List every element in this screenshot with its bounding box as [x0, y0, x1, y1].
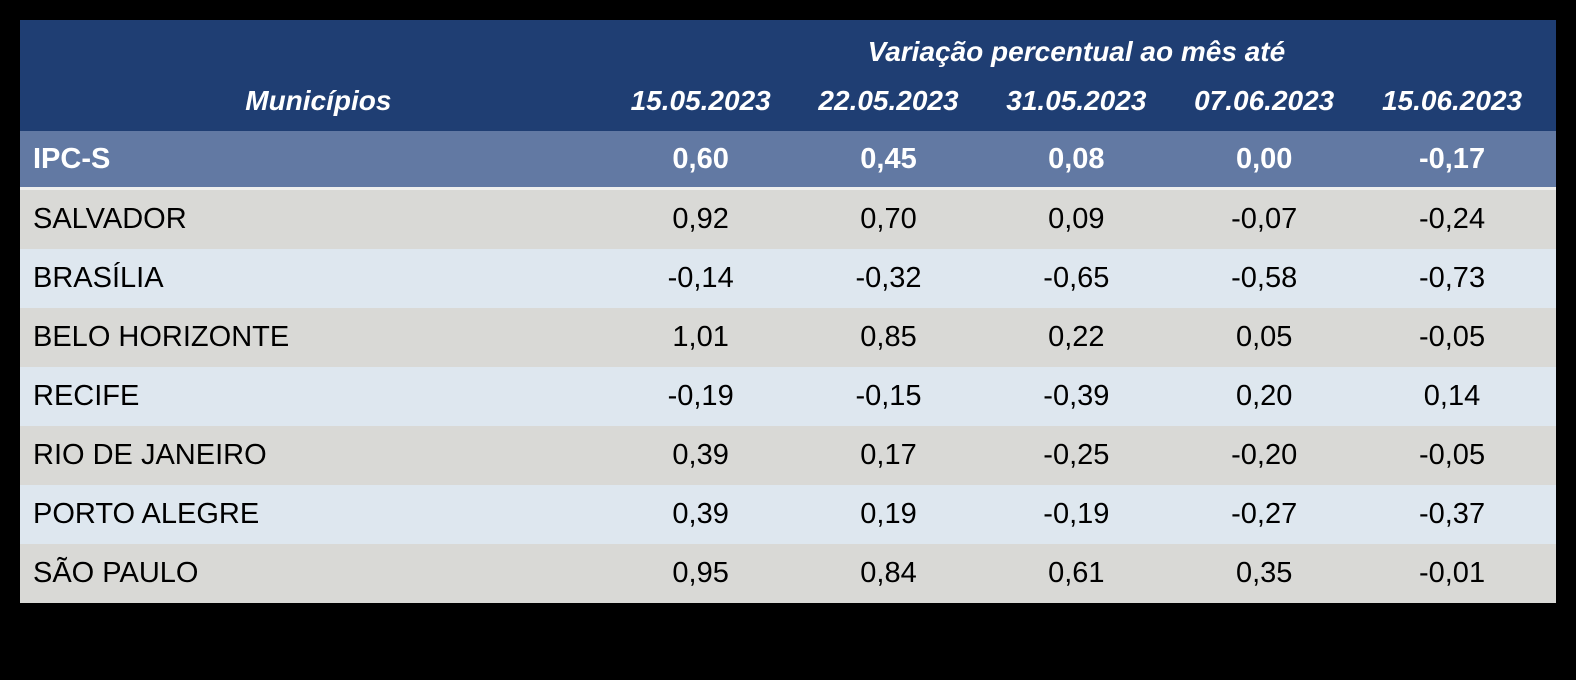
- table-body: SALVADOR 0,92 0,70 0,09 -0,07 -0,24 BRAS…: [20, 190, 1556, 603]
- row-cell: 0,19: [860, 498, 917, 530]
- table-header: Variação percentual ao mês até Município…: [20, 20, 1556, 131]
- column-header-date-2: 22.05.2023: [818, 84, 959, 116]
- column-header-date-4: 07.06.2023: [1194, 84, 1335, 116]
- row-cell: -0,39: [1043, 380, 1110, 412]
- summary-row-label: IPC-S: [33, 142, 111, 175]
- row-cell: -0,37: [1418, 498, 1486, 530]
- row-cell: 0,05: [1235, 321, 1293, 353]
- table-row: SALVADOR 0,92 0,70 0,09 -0,07 -0,24: [20, 190, 1556, 249]
- row-cell: -0,15: [855, 380, 922, 412]
- row-cell: 0,95: [672, 557, 729, 589]
- row-label: RIO DE JANEIRO: [33, 439, 267, 471]
- row-cell: 0,35: [1235, 557, 1293, 589]
- column-header-date-5: 15.06.2023: [1381, 84, 1523, 116]
- table-row: RIO DE JANEIRO 0,39 0,17 -0,25 -0,20 -0,…: [20, 426, 1556, 485]
- table-row: BRASÍLIA -0,14 -0,32 -0,65 -0,58 -0,73: [20, 249, 1556, 308]
- row-cell: 0,09: [1048, 203, 1105, 235]
- row-cell: -0,32: [855, 262, 922, 294]
- column-header-row: Municípios 15.05.2023 22.05.2023 31.05.2…: [20, 70, 1556, 131]
- row-label: BRASÍLIA: [33, 262, 164, 294]
- row-cell: -0,65: [1043, 262, 1110, 294]
- row-cell: -0,24: [1418, 203, 1486, 235]
- summary-cell: 0,45: [860, 142, 917, 175]
- column-header-date-3: 31.05.2023: [1006, 84, 1147, 116]
- row-cell: -0,05: [1418, 439, 1486, 471]
- row-cell: 0,61: [1048, 557, 1105, 589]
- summary-cell: 0,00: [1235, 142, 1293, 175]
- row-cell: 0,70: [860, 203, 917, 235]
- summary-cell: 0,60: [672, 142, 729, 175]
- group-header-title: Variação percentual ao mês até: [867, 36, 1286, 67]
- row-label: RECIFE: [33, 380, 140, 412]
- column-header-municipios: Municípios: [245, 84, 392, 116]
- row-cell: 0,17: [860, 439, 917, 471]
- row-cell: -0,20: [1231, 439, 1298, 471]
- row-cell: -0,05: [1418, 321, 1486, 353]
- row-cell: 0,22: [1048, 321, 1105, 353]
- row-cell: -0,19: [1043, 498, 1110, 530]
- summary-cell: -0,17: [1418, 142, 1486, 175]
- ipc-s-variation-table: Variação percentual ao mês até Município…: [20, 20, 1556, 603]
- row-cell: 0,39: [672, 439, 729, 471]
- row-label: SÃO PAULO: [33, 557, 199, 589]
- table-row: SÃO PAULO 0,95 0,84 0,61 0,35 -0,01: [20, 544, 1556, 603]
- row-cell: 0,85: [860, 321, 917, 353]
- row-label: PORTO ALEGRE: [33, 498, 260, 530]
- row-cell: -0,58: [1231, 262, 1298, 294]
- row-cell: -0,73: [1418, 262, 1486, 294]
- column-header-date-1: 15.05.2023: [630, 84, 771, 116]
- row-cell: -0,07: [1231, 203, 1298, 235]
- row-cell: -0,27: [1231, 498, 1298, 530]
- summary-cell: 0,08: [1048, 142, 1105, 175]
- group-header-row: Variação percentual ao mês até: [20, 20, 1556, 70]
- table-row: PORTO ALEGRE 0,39 0,19 -0,19 -0,27 -0,37: [20, 485, 1556, 544]
- row-cell: -0,19: [667, 380, 734, 412]
- row-cell: 0,14: [1423, 380, 1481, 412]
- row-cell: -0,14: [667, 262, 734, 294]
- row-cell: 0,84: [860, 557, 917, 589]
- row-cell: -0,01: [1418, 557, 1486, 589]
- row-cell: 0,20: [1235, 380, 1293, 412]
- row-label: BELO HORIZONTE: [33, 321, 290, 353]
- row-cell: 0,39: [672, 498, 729, 530]
- table-row: RECIFE -0,19 -0,15 -0,39 0,20 0,14: [20, 367, 1556, 426]
- table-row: BELO HORIZONTE 1,01 0,85 0,22 0,05 -0,05: [20, 308, 1556, 367]
- row-cell: 1,01: [672, 321, 729, 353]
- row-cell: -0,25: [1043, 439, 1110, 471]
- row-cell: 0,92: [672, 203, 729, 235]
- summary-row-ipcs: IPC-S 0,60 0,45 0,08 0,00 -0,17: [20, 131, 1556, 190]
- row-label: SALVADOR: [33, 203, 187, 235]
